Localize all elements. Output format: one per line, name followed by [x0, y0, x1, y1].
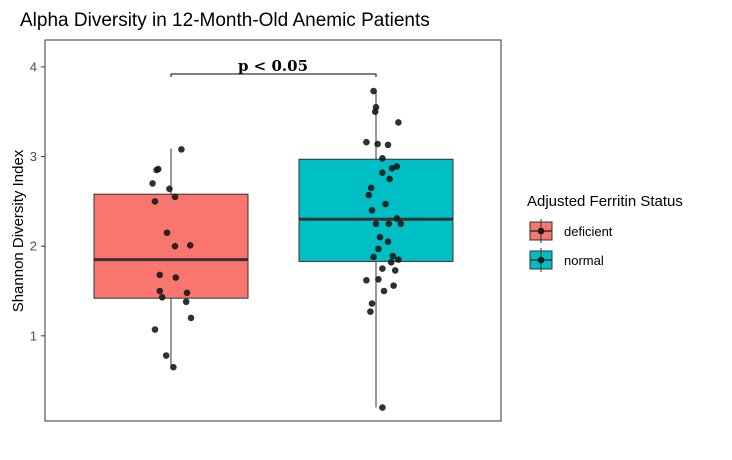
data-point-deficient — [151, 198, 159, 205]
data-point-normal — [370, 87, 377, 95]
legend-label-deficient: deficient — [564, 224, 613, 239]
data-point-normal — [365, 191, 373, 199]
data-point-normal — [368, 300, 376, 307]
data-point-normal — [363, 276, 370, 284]
data-point-deficient — [171, 193, 179, 201]
data-point-normal — [390, 282, 397, 289]
data-point-normal — [387, 259, 395, 266]
data-point-deficient — [178, 146, 185, 153]
data-point-normal — [386, 175, 393, 183]
data-point-deficient — [154, 165, 162, 173]
data-point-normal — [384, 141, 392, 149]
data-point-deficient — [186, 241, 194, 249]
data-point-deficient — [171, 242, 179, 250]
data-point-deficient — [187, 314, 195, 322]
legend-item-deficient: deficient — [529, 219, 613, 243]
data-point-deficient — [172, 274, 180, 281]
data-point-normal — [370, 253, 377, 261]
legend-key-point — [537, 256, 545, 264]
chart-title: Alpha Diversity in 12-Month-Old Anemic P… — [20, 10, 430, 31]
data-point-normal — [382, 200, 389, 208]
box-deficient — [93, 148, 249, 368]
data-point-deficient — [166, 185, 173, 193]
data-point-normal — [395, 256, 402, 263]
data-point-normal — [389, 252, 397, 260]
data-point-normal — [379, 169, 386, 176]
significance-bracket: p < 0.05 — [170, 57, 377, 77]
data-point-normal — [384, 238, 392, 246]
data-point-deficient — [183, 289, 191, 297]
y-tick-label: 3 — [30, 149, 37, 164]
data-point-deficient — [151, 326, 159, 333]
p-value-label: p < 0.05 — [238, 57, 308, 75]
data-point-deficient — [149, 180, 156, 187]
box-normal — [298, 91, 454, 408]
data-point-normal — [375, 276, 382, 283]
data-point-normal — [367, 184, 375, 192]
data-point-normal — [380, 287, 388, 295]
box-iqr — [298, 158, 454, 262]
box-layer — [93, 91, 454, 408]
data-point-normal — [375, 245, 382, 253]
bracket-line — [170, 73, 377, 77]
data-point-deficient — [162, 352, 170, 359]
data-point-deficient — [156, 271, 164, 279]
data-point-deficient — [182, 298, 190, 306]
y-axis-title: Shannon Diversity Index — [10, 149, 27, 312]
data-point-deficient — [158, 293, 166, 301]
y-axis: 1 2 3 4 — [30, 59, 45, 343]
data-point-normal — [363, 138, 370, 146]
data-point-normal — [371, 108, 379, 116]
points-layer — [149, 87, 405, 411]
data-point-normal — [393, 163, 401, 170]
data-point-normal — [367, 308, 374, 315]
legend-key-point — [537, 227, 545, 235]
data-point-normal — [395, 119, 402, 126]
data-point-normal — [379, 404, 386, 411]
y-tick-label: 4 — [30, 59, 37, 74]
legend: Adjusted Ferritin Status deficient normal — [527, 193, 683, 272]
y-tick-label: 1 — [30, 328, 37, 343]
data-point-deficient — [170, 363, 177, 371]
data-point-normal — [376, 233, 384, 241]
box-iqr — [93, 193, 249, 299]
data-point-normal — [391, 267, 399, 274]
data-point-normal — [397, 220, 405, 228]
data-point-normal — [385, 220, 393, 228]
data-point-normal — [374, 140, 381, 148]
y-tick-label: 2 — [30, 239, 37, 254]
data-point-normal — [368, 207, 376, 214]
data-point-normal — [379, 265, 386, 272]
data-point-normal — [379, 155, 386, 162]
data-point-normal — [393, 215, 401, 222]
legend-item-normal: normal — [529, 248, 604, 272]
legend-label-normal: normal — [564, 253, 604, 268]
data-point-deficient — [163, 229, 171, 237]
data-point-deficient — [156, 287, 164, 295]
data-point-normal — [372, 220, 380, 228]
legend-title: Adjusted Ferritin Status — [527, 193, 683, 210]
